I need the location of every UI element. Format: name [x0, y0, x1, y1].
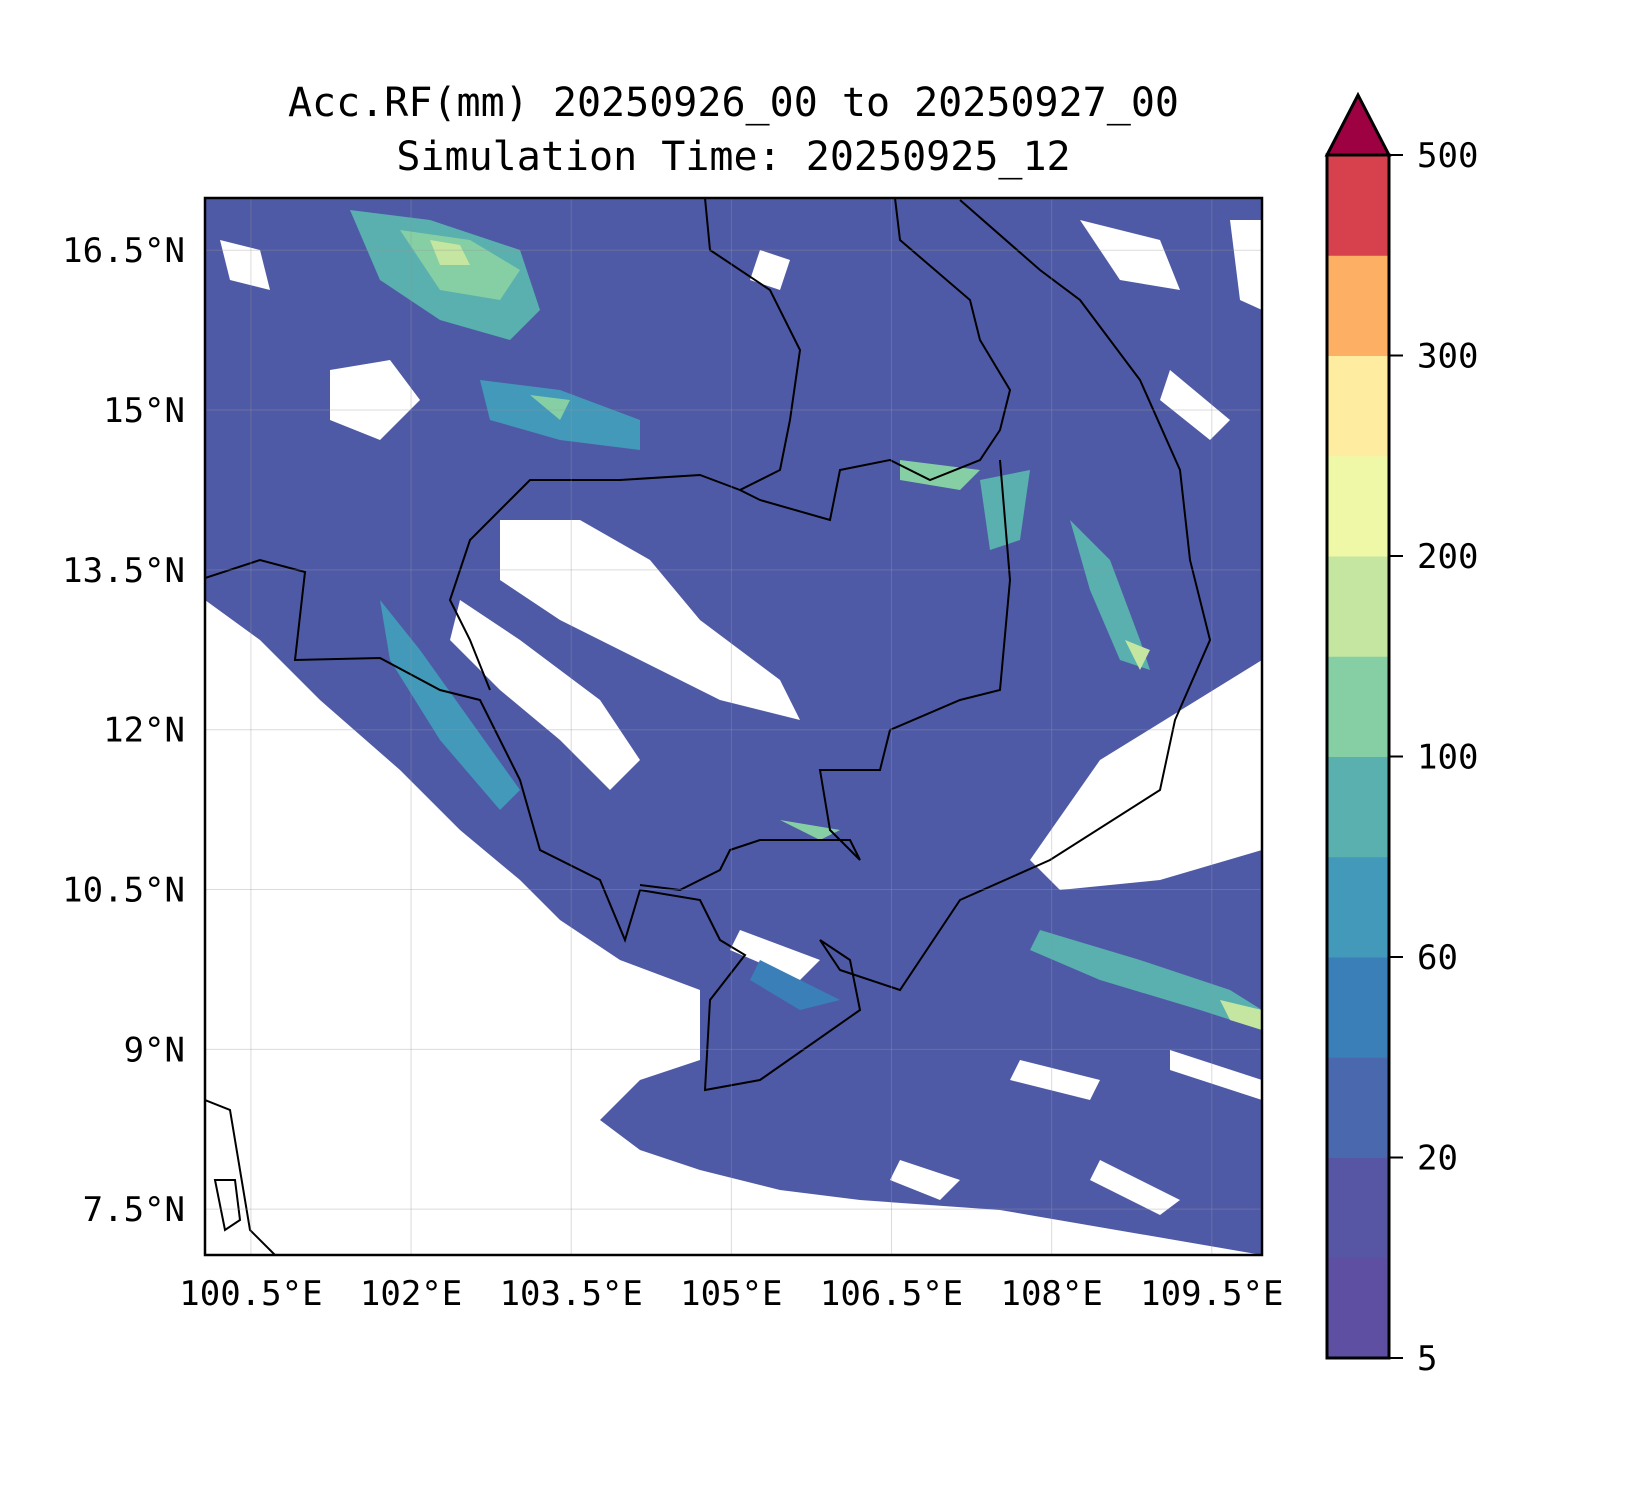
y-tick-label: 10.5°N — [62, 871, 185, 911]
x-tick-label: 109.5°E — [1140, 1274, 1283, 1314]
x-tick-label: 103.5°E — [500, 1274, 643, 1314]
gridlines — [205, 198, 1262, 1255]
colorbar-band — [1327, 656, 1389, 757]
y-axis-ticks: 16.5°N 15°N 13.5°N 12°N 10.5°N 9°N 7.5°N — [62, 231, 185, 1230]
colorbar-tick-label: 60 — [1417, 938, 1458, 978]
chart-title-line1: Acc.RF(mm) 20250926_00 to 20250927_00 — [287, 80, 1180, 126]
colorbar-tick-label: 100 — [1417, 738, 1478, 778]
colorbar-band — [1327, 1257, 1389, 1359]
colorbar-band — [1327, 155, 1389, 256]
chart-title-line2: Simulation Time: 20250925_12 — [396, 134, 1071, 180]
colorbar-band — [1327, 455, 1389, 557]
colorbar-tick-label: 200 — [1417, 537, 1478, 577]
colorbar-tick-label: 500 — [1417, 136, 1478, 176]
colorbar-band — [1327, 255, 1389, 356]
y-tick-label: 9°N — [124, 1030, 185, 1070]
coastlines-borders — [205, 198, 1212, 1255]
colorbar-band — [1327, 1057, 1389, 1158]
x-tick-label: 100.5°E — [179, 1274, 322, 1314]
x-tick-label: 105°E — [680, 1274, 782, 1314]
y-tick-label: 13.5°N — [62, 551, 185, 591]
map-frame — [203, 196, 1264, 1257]
colorbar-tick-label: 20 — [1417, 1139, 1458, 1179]
colorbar: 5 20 60 100 200 300 500 — [1324, 91, 1478, 1379]
y-tick-label: 12°N — [103, 711, 185, 751]
y-tick-label: 16.5°N — [62, 231, 185, 271]
x-axis-ticks: 100.5°E 102°E 103.5°E 105°E 106.5°E 108°E 109.… — [179, 1274, 1283, 1314]
colorbar-band — [1327, 756, 1389, 858]
colorbar-band — [1327, 1157, 1389, 1259]
x-tick-label: 108°E — [1000, 1274, 1102, 1314]
colorbar-extend-arrow — [1324, 91, 1392, 157]
y-tick-label: 15°N — [103, 391, 185, 431]
colorbar-band — [1327, 957, 1389, 1058]
colorbar-tick-label: 5 — [1417, 1339, 1437, 1379]
x-tick-label: 106.5°E — [820, 1274, 963, 1314]
colorbar-band — [1327, 355, 1389, 457]
heavy-rain-areas — [350, 210, 1262, 1030]
map-area — [205, 198, 1262, 1255]
colorbar-band — [1327, 556, 1389, 657]
colorbar-tick-label: 300 — [1417, 337, 1478, 377]
no-rain-areas — [205, 220, 1262, 1255]
x-tick-label: 102°E — [360, 1274, 462, 1314]
colorbar-band — [1327, 856, 1389, 958]
y-tick-label: 7.5°N — [83, 1190, 185, 1230]
